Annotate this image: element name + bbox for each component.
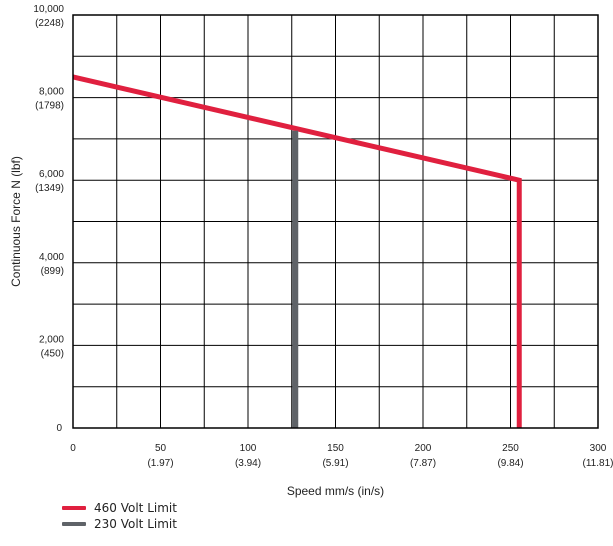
- x-tick-label: 150: [327, 443, 344, 454]
- x-tick-label: 200: [415, 443, 432, 454]
- y-tick-sublabel: (899): [41, 266, 64, 277]
- x-tick-label: 50: [155, 443, 167, 454]
- series-layer: [72, 74, 522, 428]
- y-tick-label: 0: [56, 423, 62, 434]
- x-tick-sublabel: (3.94): [235, 458, 261, 469]
- legend-item-230v: 230 Volt Limit: [62, 516, 177, 532]
- x-tick-label: 250: [502, 443, 519, 454]
- x-axis-ticks: 0 50 (1.97) 100 (3.94) 150 (5.91) 200 (7.87) 250 (…: [70, 443, 613, 469]
- legend-item-460v: 460 Volt Limit: [62, 500, 177, 516]
- x-tick-label: 100: [240, 443, 257, 454]
- y-tick-label: 10,000: [33, 4, 64, 15]
- legend-swatch-230v: [62, 522, 86, 526]
- x-axis-label: Speed mm/s (in/s): [287, 484, 384, 498]
- plot-frame: [72, 14, 599, 429]
- x-tick-label: 300: [590, 443, 607, 454]
- y-tick-label: 8,000: [39, 87, 64, 98]
- x-tick-sublabel: (5.91): [322, 458, 348, 469]
- y-tick-label: 4,000: [39, 252, 64, 263]
- y-tick-sublabel: (1798): [35, 101, 64, 112]
- y-tick-label: 2,000: [39, 334, 64, 345]
- x-tick-sublabel: (9.84): [497, 458, 523, 469]
- x-tick-sublabel: (1.97): [147, 458, 173, 469]
- legend: 460 Volt Limit 230 Volt Limit: [62, 500, 177, 532]
- y-tick-sublabel: (1349): [35, 183, 64, 194]
- x-tick-sublabel: (11.81): [583, 458, 613, 469]
- x-tick-sublabel: (7.87): [410, 458, 436, 469]
- y-tick-label: 6,000: [39, 169, 64, 180]
- y-axis-label: Continuous Force N (lbf): [9, 156, 23, 287]
- y-axis-ticks: 0 2,000 (450) 4,000 (899) 6,000 (1349) 8,000 (17…: [33, 4, 64, 434]
- x-tick-label: 0: [70, 443, 76, 454]
- y-tick-sublabel: (450): [41, 348, 64, 359]
- legend-label-460v: 460 Volt Limit: [94, 501, 177, 515]
- y-tick-sublabel: (2248): [35, 18, 64, 29]
- series-line-460v: [72, 74, 522, 428]
- legend-label-230v: 230 Volt Limit: [94, 517, 177, 531]
- legend-swatch-460v: [62, 506, 86, 510]
